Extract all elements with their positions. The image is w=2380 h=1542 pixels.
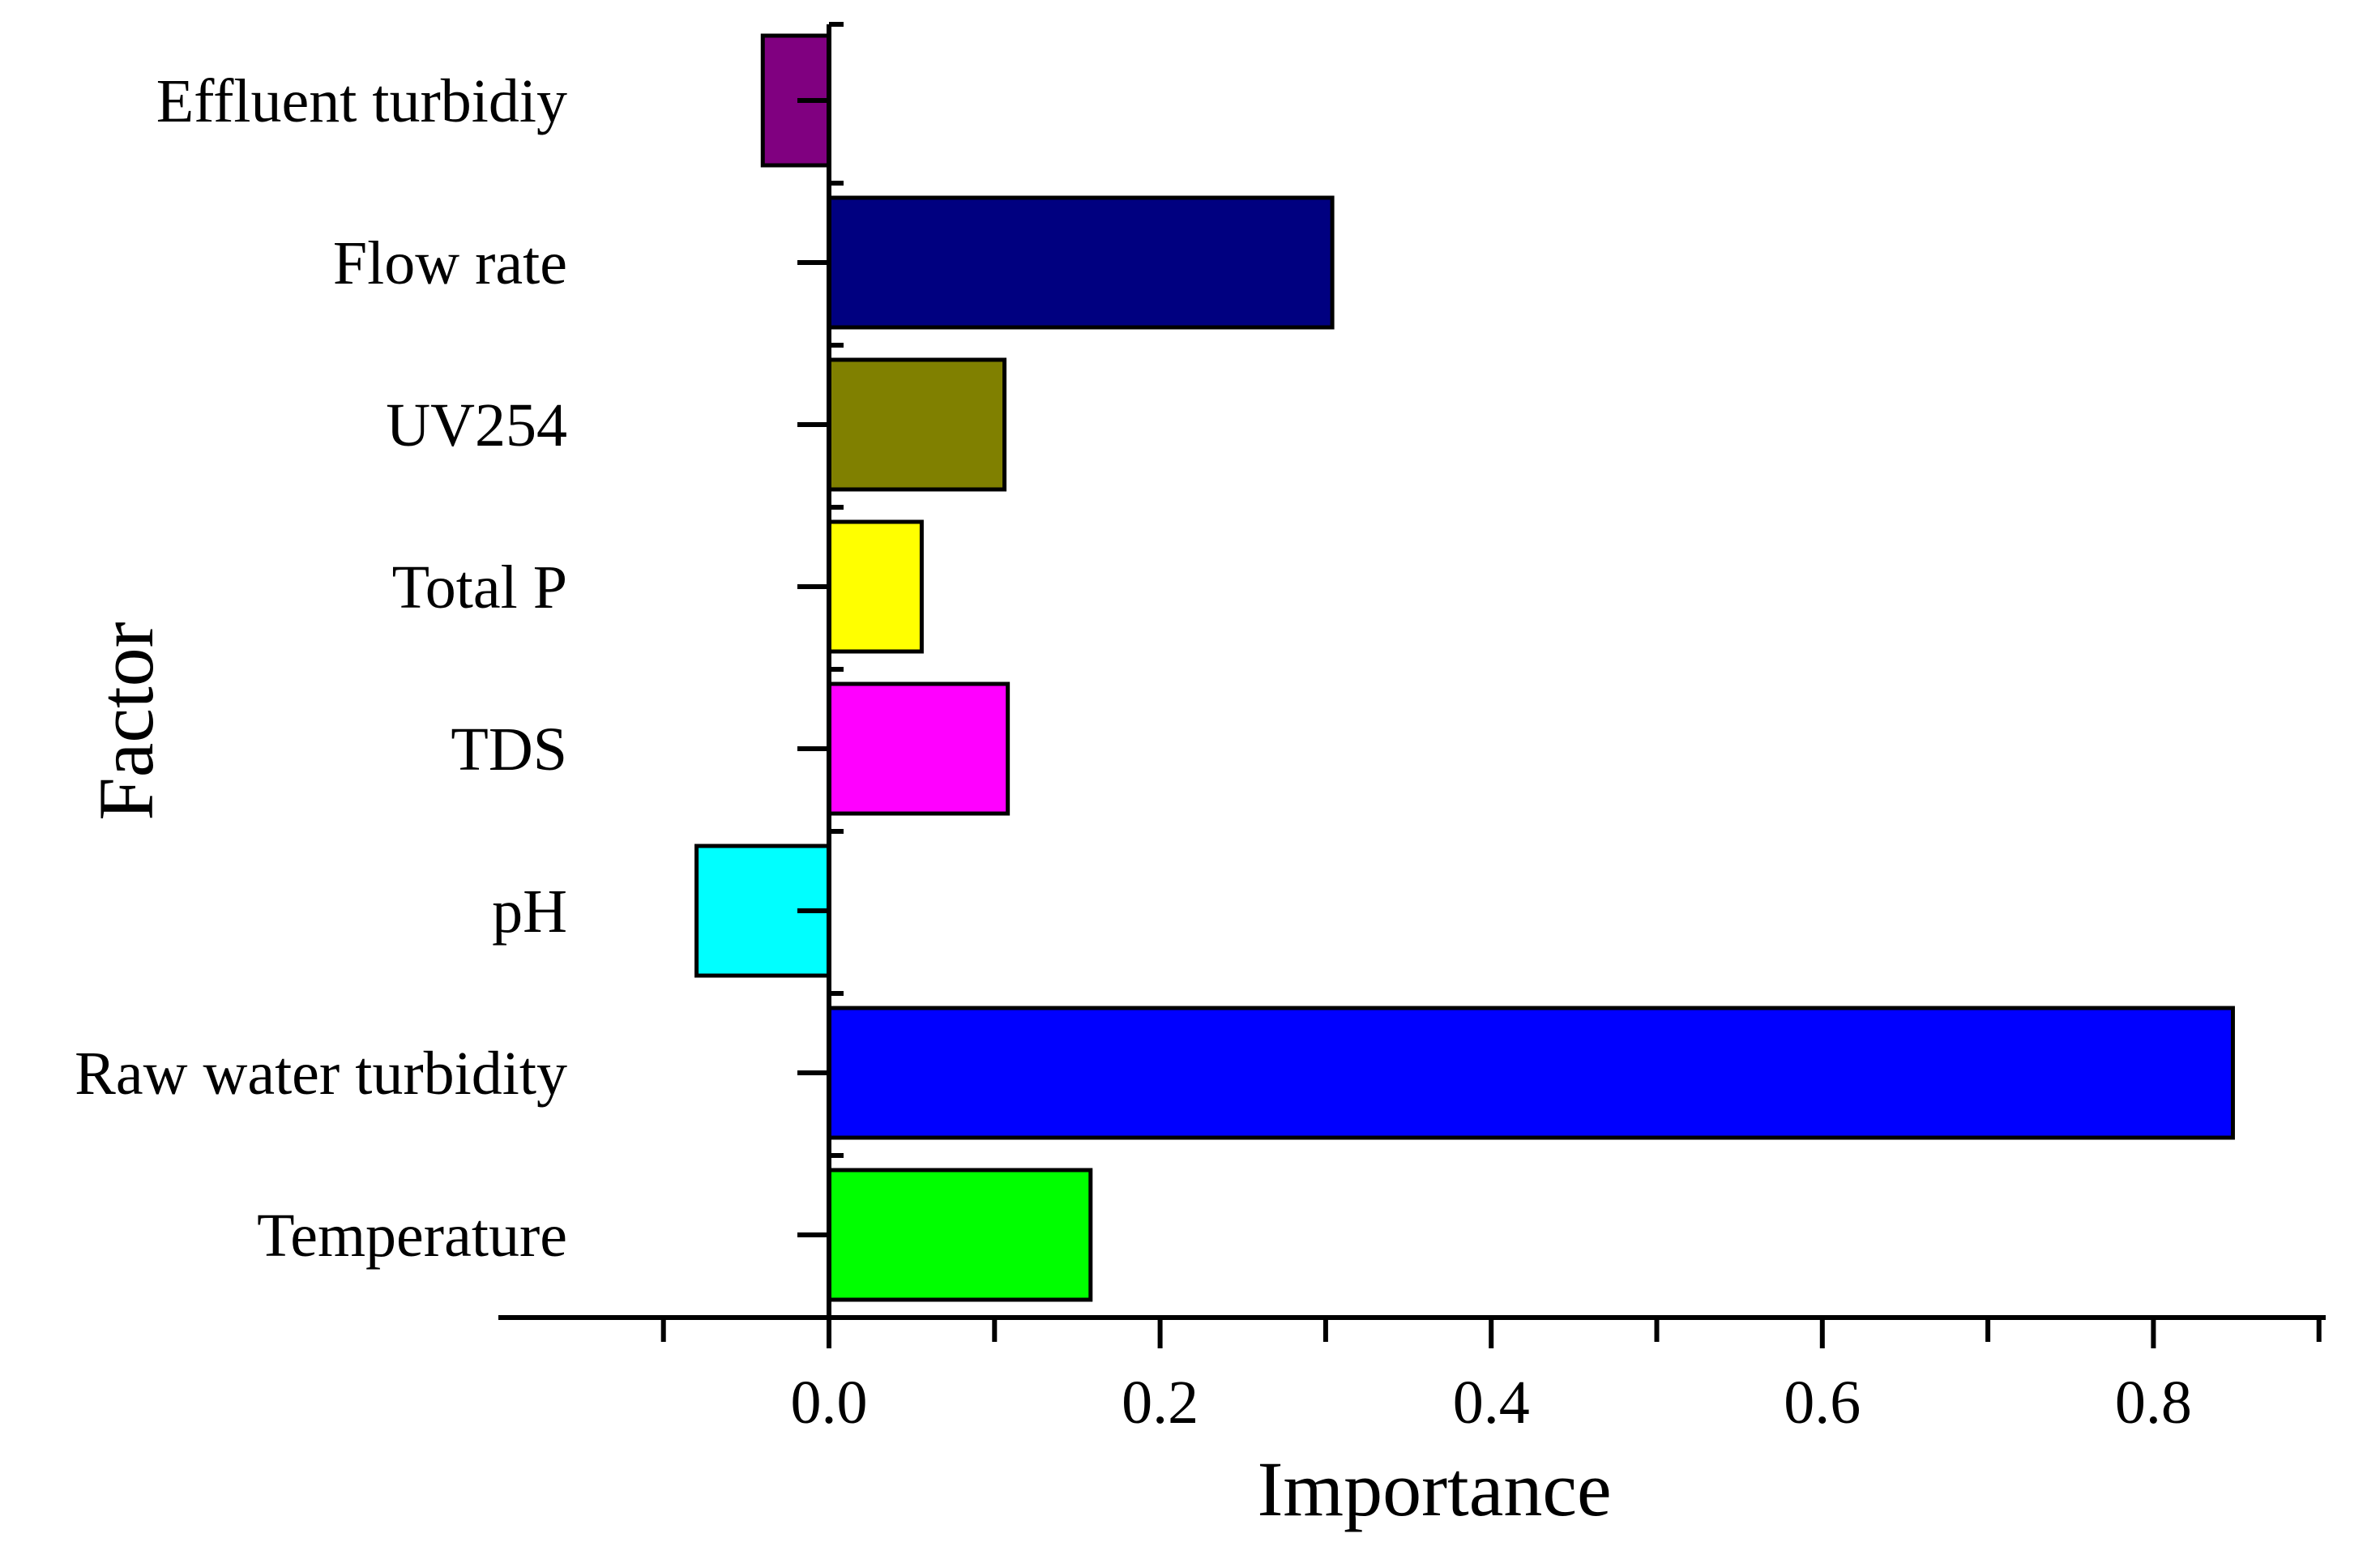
category-label: Total P	[392, 553, 567, 621]
category-label: pH	[492, 878, 567, 946]
x-axis-title: Importance	[1257, 1446, 1611, 1532]
category-label: Flow rate	[333, 229, 567, 297]
x-tick-label: 0.8	[2115, 1369, 2192, 1437]
category-label: Raw water turbidity	[75, 1040, 567, 1108]
bars-group	[694, 33, 2235, 1302]
category-label: Effluent turbidiy	[156, 67, 567, 135]
x-tick-label: 0.6	[1784, 1369, 1861, 1437]
bar-temperature	[827, 1168, 1093, 1302]
category-label: TDS	[451, 715, 567, 784]
category-label: UV254	[386, 391, 567, 459]
bar-raw-water-turbidity	[827, 1006, 2235, 1140]
x-tick-label: 0.0	[791, 1369, 868, 1437]
labels-group: 0.0 0.2 0.4 0.6 0.8 Temperature Raw water turb…	[75, 67, 2192, 1437]
x-tick-label: 0.2	[1122, 1369, 1199, 1437]
bar-uv254	[827, 357, 1007, 492]
category-label: Temperature	[257, 1202, 567, 1270]
y-axis-title: Factor	[83, 621, 169, 820]
bar-flow-rate	[827, 195, 1335, 330]
bar-tds	[827, 681, 1011, 816]
x-tick-label: 0.4	[1453, 1369, 1530, 1437]
axes-group	[498, 22, 2326, 1348]
bar-total-p	[827, 519, 924, 654]
